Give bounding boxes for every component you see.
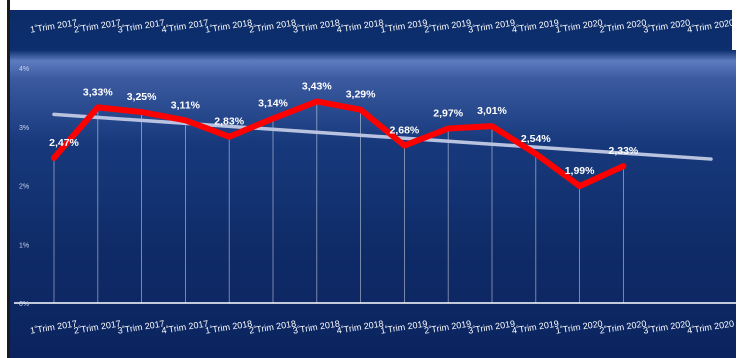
data-point (227, 135, 231, 139)
data-label: 2,54% (521, 133, 551, 145)
data-label: 3,43% (302, 80, 332, 92)
x-tick-label: 4ºTrim 2019 (511, 17, 559, 34)
x-tick-label: 3ºTrim 2018 (292, 318, 340, 335)
data-point (534, 152, 538, 156)
x-tick-label: 2ºTrim 2020 (599, 318, 647, 335)
x-tick-label: 4ºTrim 2018 (336, 318, 384, 335)
top-margin (10, 0, 736, 10)
data-label: 3,25% (127, 91, 157, 103)
x-tick-label: 1ºTrim 2019 (380, 17, 428, 34)
data-label: 2,83% (214, 116, 244, 128)
x-tick-label: 3ºTrim 2019 (467, 318, 515, 335)
x-tick-label: 1ºTrim 2017 (29, 17, 77, 34)
y-tick-label: 1% (19, 242, 29, 249)
left-border (7, 0, 10, 358)
data-point (359, 108, 363, 112)
x-tick-label: 4ºTrim 2017 (161, 318, 209, 335)
x-tick-label: 1ºTrim 2018 (205, 17, 253, 34)
x-tick-label: 4ºTrim 2018 (336, 17, 384, 34)
x-tick-label: 3ºTrim 2018 (292, 17, 340, 34)
x-tick-label: 2ºTrim 2020 (599, 17, 647, 34)
data-labels: 2,47% 3,33% 3,25% 3,11% 2,83% 3,14% 3,43% 3,29%… (49, 80, 639, 177)
trendline-group (52, 112, 713, 161)
data-point (52, 156, 56, 160)
data-point (402, 144, 406, 148)
data-point (490, 124, 494, 128)
data-point (315, 99, 319, 103)
data-label: 3,33% (83, 86, 113, 98)
series-line (51, 98, 627, 190)
data-point (446, 127, 450, 131)
data-point (183, 118, 187, 122)
data-label: 2,68% (390, 125, 420, 137)
y-tick-label: 3% (19, 125, 29, 132)
data-label: 3,29% (346, 89, 376, 101)
data-point (140, 110, 144, 114)
gridlines (53, 101, 624, 303)
x-tick-label: 1ºTrim 2019 (380, 318, 428, 335)
x-tick-label: 3ºTrim 2020 (643, 318, 691, 335)
x-tick-label: 3ºTrim 2020 (643, 17, 691, 34)
x-tick-label: 3ºTrim 2017 (117, 318, 165, 335)
data-label: 1,99% (565, 165, 595, 177)
series-group (51, 98, 627, 190)
data-point (621, 164, 625, 168)
data-label: 3,01% (477, 105, 507, 117)
x-tick-label: 1ºTrim 2018 (205, 318, 253, 335)
data-label: 2,97% (433, 108, 463, 120)
x-tick-label: 1ºTrim 2020 (555, 318, 603, 335)
data-point (96, 105, 100, 109)
data-label: 2,47% (49, 137, 79, 149)
y-tick-label: 4% (19, 66, 29, 73)
y-axis-ticks: 0% 1% 2% 3% 4% (19, 66, 29, 308)
x-tick-label: 1ºTrim 2017 (29, 318, 77, 335)
data-label: 2,33% (609, 145, 639, 157)
x-tick-label: 2ºTrim 2017 (73, 318, 121, 335)
data-label: 3,14% (258, 98, 288, 110)
x-tick-label: 3ºTrim 2019 (467, 17, 515, 34)
x-tick-label: 1ºTrim 2020 (555, 17, 603, 34)
x-tick-label: 4ºTrim 2020 (686, 17, 734, 34)
x-tick-label: 2ºTrim 2017 (73, 17, 121, 34)
x-tick-label: 2ºTrim 2019 (424, 17, 472, 34)
x-tick-label: 2ºTrim 2018 (248, 318, 296, 335)
data-point (271, 117, 275, 121)
data-point (578, 184, 582, 188)
y-tick-label: 0% (19, 301, 29, 308)
y-tick-label: 2% (19, 184, 29, 191)
x-tick-label: 2ºTrim 2019 (424, 318, 472, 335)
trendline (52, 112, 713, 161)
x-tick-label: 4ºTrim 2017 (161, 17, 209, 34)
data-label: 3,11% (171, 99, 201, 111)
x-tick-label: 2ºTrim 2018 (248, 17, 296, 34)
x-tick-label: 4ºTrim 2020 (686, 318, 734, 335)
x-tick-label: 3ºTrim 2017 (117, 17, 165, 34)
chart-panel: 0% 1% 2% 3% 4% 1ºTrim 2017 2ºTrim 2017 3ºTrim … (10, 0, 736, 358)
right-margin (732, 0, 740, 50)
x-tick-label: 4ºTrim 2019 (511, 318, 559, 335)
